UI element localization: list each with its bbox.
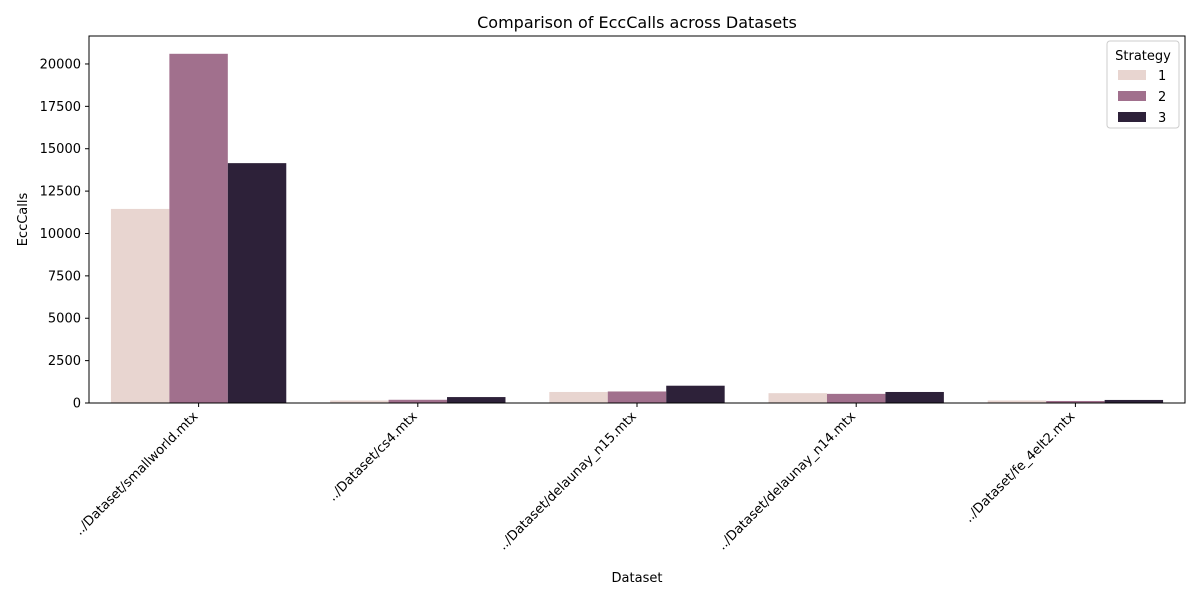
legend: Strategy 1 2 3 [1106, 40, 1180, 129]
bar-series-3-cat-2 [666, 385, 725, 403]
x-tick-label: ../Dataset/delaunay_n14.mtx [715, 409, 859, 553]
legend-swatch-2 [1118, 91, 1146, 101]
bar-series-2-cat-0 [169, 53, 228, 404]
legend-title: Strategy [1115, 49, 1171, 64]
bar-series-1-cat-0 [110, 208, 170, 403]
legend-box [1106, 40, 1180, 129]
y-tick-label: 10000 [40, 227, 81, 242]
y-tick-label: 15000 [40, 142, 81, 157]
y-tick-label: 0 [73, 397, 81, 412]
x-tick-label: ../Dataset/smallworld.mtx [72, 409, 202, 539]
y-tick-label: 17500 [40, 100, 81, 115]
bars-group [110, 53, 1164, 404]
legend-swatch-3 [1118, 112, 1146, 122]
bar-series-3-cat-1 [447, 397, 506, 403]
y-axis-label: EccCalls [16, 193, 31, 247]
plot-frame [88, 35, 1186, 404]
y-tick-label: 20000 [40, 57, 81, 72]
x-tick-label: ../Dataset/delaunay_n15.mtx [496, 409, 640, 553]
legend-label-1: 1 [1158, 69, 1166, 84]
x-tick-label: ../Dataset/fe_4elt2.mtx [962, 409, 1079, 526]
x-tick-label: ../Dataset/cs4.mtx [325, 409, 420, 504]
chart-title: Comparison of EccCalls across Datasets [477, 13, 797, 32]
y-tick-label: 2500 [48, 354, 81, 369]
bar-series-3-cat-4 [1104, 399, 1164, 403]
legend-swatch-1 [1118, 70, 1146, 80]
bar-series-2-cat-4 [1046, 400, 1105, 403]
bar-series-2-cat-1 [388, 399, 448, 403]
bar-series-1-cat-3 [768, 393, 827, 403]
y-axis: 0 2500 5000 7500 10000 12500 15000 17500 20000 [40, 57, 89, 412]
bar-series-2-cat-2 [607, 391, 667, 403]
bar-series-1-cat-2 [549, 391, 608, 403]
x-axis: ../Dataset/smallworld.mtx ../Dataset/cs4.… [72, 403, 1078, 553]
bar-series-2-cat-3 [826, 393, 886, 403]
bar-series-3-cat-0 [227, 163, 287, 403]
bar-series-1-cat-4 [987, 400, 1047, 403]
y-tick-label: 5000 [48, 312, 81, 327]
bar-series-3-cat-3 [885, 391, 944, 403]
bar-series-1-cat-1 [330, 400, 389, 403]
y-tick-label: 12500 [40, 185, 81, 200]
legend-label-3: 3 [1158, 111, 1166, 126]
y-tick-label: 7500 [48, 269, 81, 284]
x-axis-label: Dataset [612, 571, 663, 586]
legend-label-2: 2 [1158, 90, 1166, 105]
